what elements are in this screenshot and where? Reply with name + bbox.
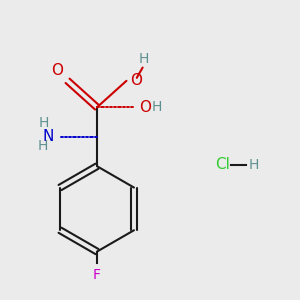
Text: H: H — [139, 52, 149, 66]
Text: F: F — [93, 268, 101, 282]
Text: H: H — [249, 158, 259, 172]
Text: N: N — [43, 129, 54, 144]
Text: O: O — [51, 63, 63, 78]
Text: Cl: Cl — [215, 157, 230, 172]
Text: O: O — [130, 73, 142, 88]
Text: H: H — [39, 116, 49, 130]
Text: H: H — [152, 100, 162, 114]
Text: H: H — [37, 139, 48, 153]
Text: O: O — [139, 100, 151, 115]
